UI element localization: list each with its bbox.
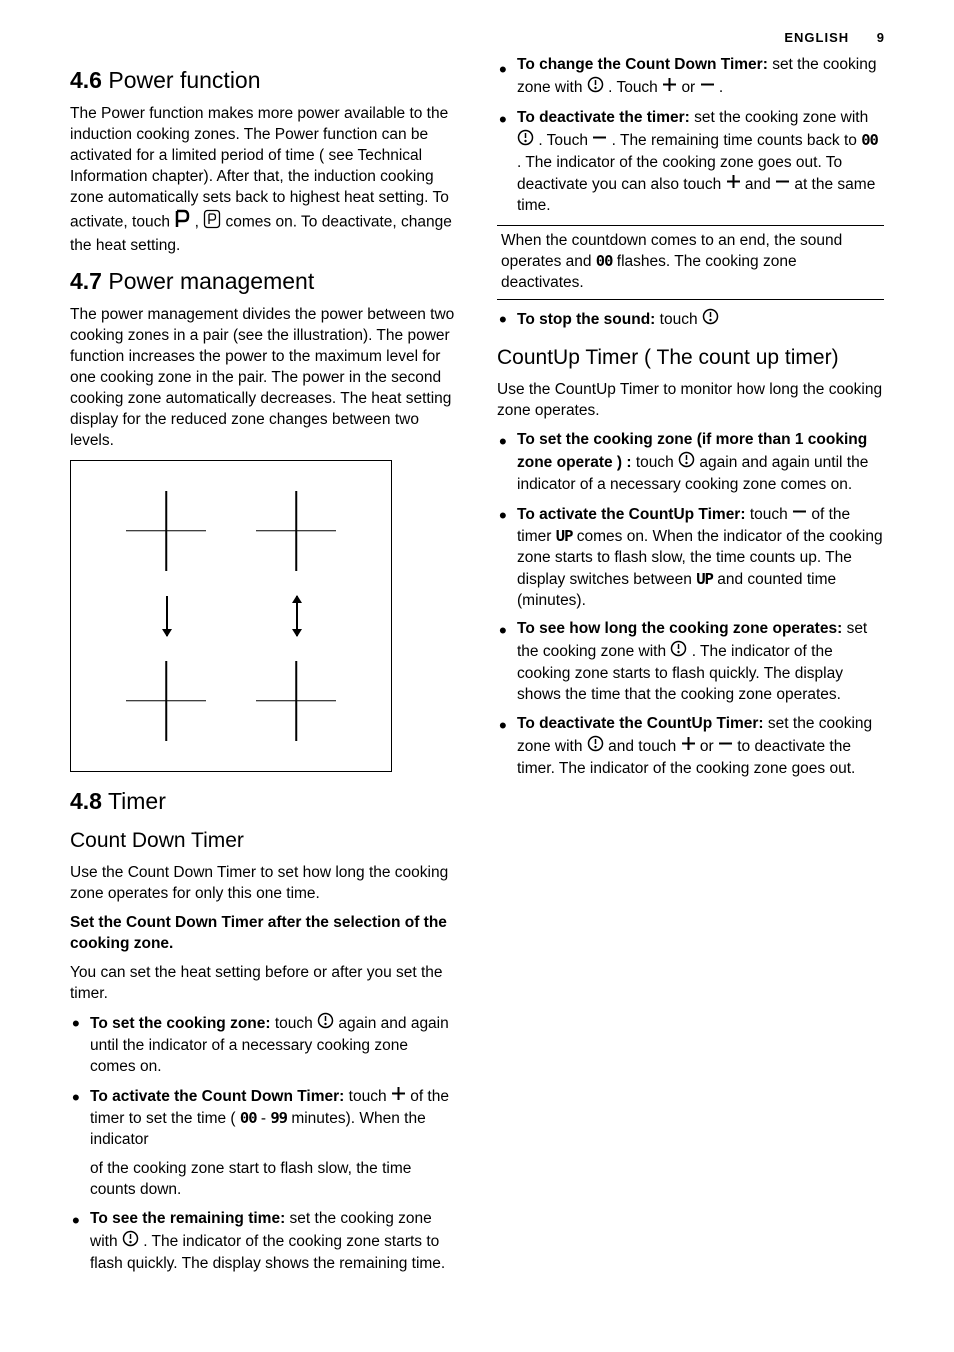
zone-cross-icon <box>126 491 206 571</box>
minus-icon <box>700 77 715 99</box>
list-item: To change the Count Down Timer: set the … <box>497 55 884 100</box>
text: or <box>700 738 718 755</box>
cd-list-a: To set the cooking zone: touch again and… <box>70 1012 457 1151</box>
list-item: To activate the CountUp Timer: touch of … <box>497 504 884 612</box>
text-bold: Set the Count Down Timer after the selec… <box>70 914 447 952</box>
list-item: To set the cooking zone (if more than 1 … <box>497 430 884 496</box>
timer-icon <box>517 129 534 153</box>
heading-count-down: Count Down Timer <box>70 829 457 853</box>
text: touch <box>349 1088 391 1105</box>
list-item: To stop the sound: touch <box>497 308 884 332</box>
list-item: To activate the Count Down Timer: touch … <box>70 1086 457 1151</box>
text: . <box>719 79 723 96</box>
text: . Touch <box>538 132 592 149</box>
text-bold: To see the remaining time: <box>90 1210 285 1227</box>
text: touch <box>275 1016 317 1033</box>
text-bold: To activate the CountUp Timer: <box>517 506 746 523</box>
seg-up-icon: UP <box>556 527 573 545</box>
cd-para2: Set the Count Down Timer after the selec… <box>70 913 457 955</box>
minus-icon <box>775 174 790 196</box>
heading-text: Power management <box>108 268 314 294</box>
minus-icon <box>792 504 807 526</box>
list-item: To deactivate the CountUp Timer: set the… <box>497 714 884 780</box>
text-bold: To see how long the cooking zone operate… <box>517 620 842 637</box>
text: and <box>745 176 775 193</box>
text: - <box>261 1110 270 1127</box>
seg-00-icon: 00 <box>861 131 878 149</box>
content-columns: 4.6 Power function The Power function ma… <box>70 55 884 1315</box>
text: . The indicator of the cooking zone star… <box>90 1233 445 1272</box>
text: touch <box>750 506 792 523</box>
cd-para1: Use the Count Down Timer to set how long… <box>70 863 457 905</box>
heading-num: 4.6 <box>70 67 102 93</box>
list-item: To deactivate the timer: set the cooking… <box>497 108 884 217</box>
text: The Power function makes more power avai… <box>70 105 449 230</box>
heading-4-6: 4.6 Power function <box>70 67 457 94</box>
list-item: To set the cooking zone: touch again and… <box>70 1012 457 1078</box>
text-bold: To deactivate the CountUp Timer: <box>517 715 764 732</box>
arrow-updown-icon <box>296 596 298 636</box>
text-bold: To activate the Count Down Timer: <box>90 1088 344 1105</box>
note-text: When the countdown comes to an end, the … <box>501 231 880 295</box>
cd-para3: You can set the heat setting before or a… <box>70 963 457 1005</box>
text: and touch <box>608 738 680 755</box>
text-bold: To deactivate the timer: <box>517 109 690 126</box>
arrow-down-icon <box>166 596 168 636</box>
page-header: ENGLISH 9 <box>70 30 884 45</box>
timer-icon <box>317 1012 334 1036</box>
timer-icon <box>587 735 604 759</box>
seg-up-icon: UP <box>696 570 713 588</box>
list-item: To see the remaining time: set the cooki… <box>70 1209 457 1275</box>
power-p-icon <box>174 209 190 236</box>
header-page-number: 9 <box>877 30 884 45</box>
zone-cross-icon <box>126 661 206 741</box>
heading-text: Power function <box>108 67 260 93</box>
timer-icon <box>678 451 695 475</box>
text-bold: To change the Count Down Timer: <box>517 56 768 73</box>
text-bold: To set the cooking zone: <box>90 1016 271 1033</box>
plus-icon <box>681 736 696 758</box>
heading-count-up: CountUp Timer ( The count up timer) <box>497 346 884 370</box>
cd-list-c: To stop the sound: touch <box>497 308 884 332</box>
heading-num: 4.8 <box>70 788 102 814</box>
minus-icon <box>592 130 607 152</box>
timer-icon <box>122 1230 139 1254</box>
heading-num: 4.7 <box>70 268 102 294</box>
seg-00-icon: 00 <box>596 252 613 270</box>
plus-icon <box>726 174 741 196</box>
page-container: ENGLISH 9 4.6 Power function The Power f… <box>0 0 954 1345</box>
text-bold: To stop the sound: <box>517 311 655 328</box>
seg-99-icon: 99 <box>270 1109 287 1127</box>
text: or <box>681 79 699 96</box>
power-management-diagram <box>70 460 392 772</box>
timer-icon <box>587 76 604 100</box>
text: . Touch <box>608 79 662 96</box>
timer-icon <box>670 640 687 664</box>
text: , <box>195 213 204 230</box>
list-item: To see how long the cooking zone operate… <box>497 619 884 706</box>
zone-cross-icon <box>256 491 336 571</box>
para-4-7: The power management divides the power b… <box>70 305 457 451</box>
text: touch <box>636 454 678 471</box>
heading-4-8: 4.8 Timer <box>70 788 457 815</box>
para-4-6: The Power function makes more power avai… <box>70 104 457 256</box>
cd-li2-continuation: of the cooking zone start to flash slow,… <box>70 1159 457 1201</box>
plus-icon <box>391 1086 406 1108</box>
text: . The remaining time counts back to <box>612 132 862 149</box>
text: touch <box>660 311 702 328</box>
heading-text: Timer <box>108 788 166 814</box>
text: set the cooking zone with <box>694 109 868 126</box>
minus-icon <box>718 736 733 758</box>
cu-list: To set the cooking zone (if more than 1 … <box>497 430 884 780</box>
countdown-note-box: When the countdown comes to an end, the … <box>497 225 884 301</box>
timer-icon <box>702 308 719 332</box>
heading-4-7: 4.7 Power management <box>70 268 457 295</box>
zone-cross-icon <box>256 661 336 741</box>
power-p-boxed-icon <box>203 209 221 236</box>
header-language: ENGLISH <box>784 30 849 45</box>
plus-icon <box>662 77 677 99</box>
seg-00-icon: 00 <box>240 1109 257 1127</box>
cu-para1: Use the CountUp Timer to monitor how lon… <box>497 380 884 422</box>
